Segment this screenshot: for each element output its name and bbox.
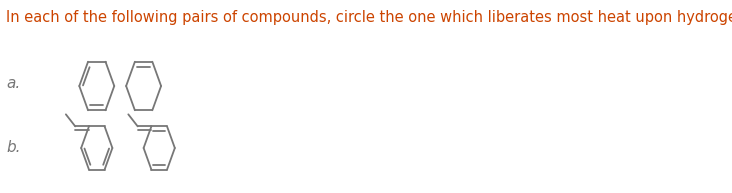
Text: In each of the following pairs of compounds, circle the one which liberates most: In each of the following pairs of compou… [7,10,732,25]
Text: b.: b. [7,141,20,156]
Text: a.: a. [7,75,20,91]
